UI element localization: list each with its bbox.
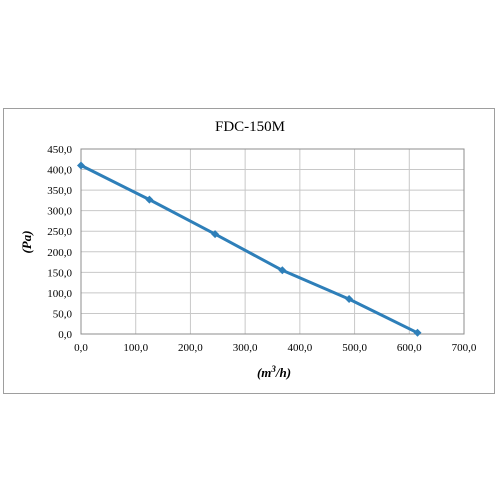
chart-title: FDC-150M xyxy=(215,119,285,135)
y-tick-label: 300,0 xyxy=(47,206,72,218)
y-tick-label: 450,0 xyxy=(47,144,72,156)
y-tick-label: 200,0 xyxy=(47,247,72,259)
plot-area xyxy=(80,148,465,335)
x-tick-label: 300,0 xyxy=(233,342,258,354)
data-point-marker xyxy=(413,328,422,337)
x-axis-title-tail: /h) xyxy=(275,365,291,380)
x-tick-label: 200,0 xyxy=(178,342,203,354)
x-tick-label: 400,0 xyxy=(287,342,312,354)
x-tick-label: 0,0 xyxy=(74,342,88,354)
data-point-marker xyxy=(145,195,154,204)
grid xyxy=(80,148,465,335)
data-point-marker xyxy=(77,161,85,170)
y-tick-label: 350,0 xyxy=(47,185,72,197)
y-tick-label: 100,0 xyxy=(47,288,72,300)
x-axis-title-main: (m xyxy=(257,365,271,380)
data-point-marker xyxy=(278,266,287,275)
series-group xyxy=(77,161,422,337)
series-line xyxy=(79,163,419,335)
x-tick-label: 600,0 xyxy=(397,342,422,354)
x-axis-title-superscript: 3 xyxy=(270,364,276,374)
x-tick-label: 700,0 xyxy=(452,342,477,354)
y-tick-label: 250,0 xyxy=(47,226,72,238)
y-axis-title: (Pa) xyxy=(19,230,34,253)
tick-labels: 0,0 100,0 200,0 300,0 400,0 500,0 600,0 700,0 0,… xyxy=(47,144,477,354)
data-point-marker xyxy=(345,295,354,304)
y-tick-label: 50,0 xyxy=(53,308,73,320)
y-tick-label: 0,0 xyxy=(58,329,72,341)
data-point-marker xyxy=(211,230,220,239)
x-tick-label: 100,0 xyxy=(123,342,148,354)
y-tick-label: 150,0 xyxy=(47,267,72,279)
x-axis-title: (m3/h) xyxy=(257,364,291,380)
y-tick-label: 400,0 xyxy=(47,165,72,177)
x-tick-label: 500,0 xyxy=(342,342,367,354)
